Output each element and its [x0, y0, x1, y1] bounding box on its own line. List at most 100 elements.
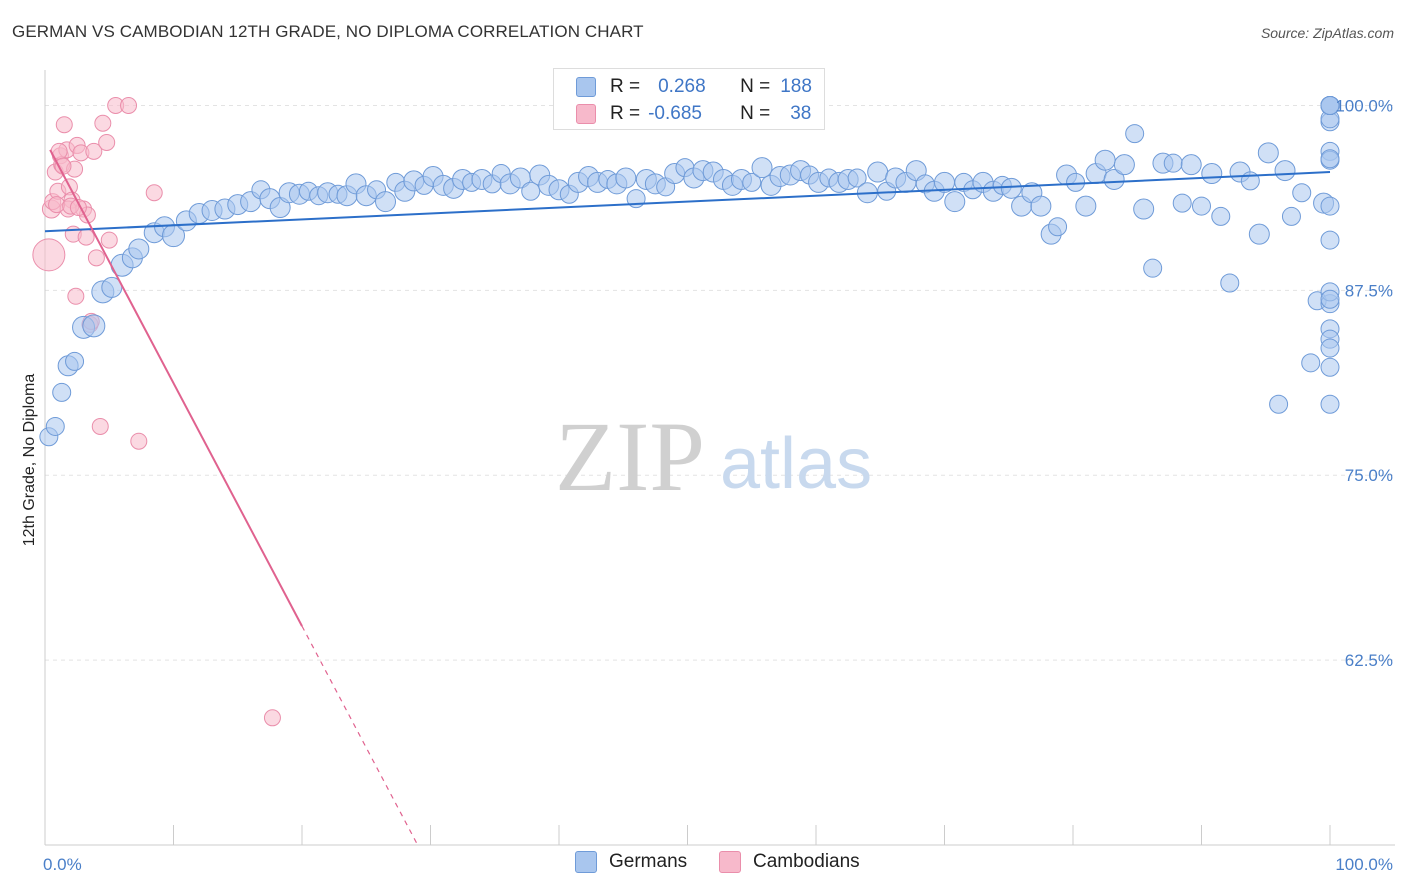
german-point — [1320, 289, 1340, 309]
german-point — [1133, 198, 1155, 220]
series-legend: Germans Cambodians — [0, 851, 1406, 877]
cambodian-point — [87, 249, 105, 267]
german-point — [1094, 149, 1116, 171]
german-point — [1066, 172, 1086, 192]
legend-item-germans: Germans — [575, 851, 687, 873]
cambodians-trend-extension — [301, 625, 419, 846]
source-note: Source: ZipAtlas.com — [1260, 25, 1394, 41]
cambodian-point — [85, 142, 103, 160]
tick-labels: 100.0% 87.5% 75.0% 62.5% 0.0% 100.0% — [43, 96, 1393, 874]
german-point — [52, 382, 72, 402]
german-point — [1048, 217, 1068, 237]
german-point — [847, 168, 867, 188]
german-point — [1113, 154, 1135, 176]
chart-title: GERMAN VS CAMBODIAN 12TH GRADE, NO DIPLO… — [12, 22, 644, 41]
cambodians-swatch — [576, 104, 596, 124]
cambodians-legend-label: Cambodians — [753, 851, 860, 872]
german-point — [82, 314, 106, 338]
legend-r-label: R = — [610, 76, 641, 97]
cambodian-point — [120, 96, 138, 114]
legend-row-cambodians: R = -0.685 N = 38 — [576, 101, 811, 127]
x-tick-label: 0.0% — [43, 855, 82, 874]
cambodians-trend-line — [49, 149, 303, 627]
german-point — [1163, 153, 1183, 173]
german-point — [1201, 163, 1223, 185]
watermark-atlas: atlas — [720, 424, 872, 504]
cambodian-point — [77, 228, 95, 246]
german-point — [65, 351, 85, 371]
cambodian-point — [91, 417, 109, 435]
german-point — [1030, 195, 1052, 217]
cambodian-point — [94, 114, 112, 132]
german-point — [1320, 394, 1340, 414]
german-point — [1274, 160, 1296, 182]
german-point — [1248, 223, 1270, 245]
cambodians-points — [32, 96, 281, 727]
german-point — [521, 181, 541, 201]
german-point — [1320, 230, 1340, 250]
germans-trend-line — [44, 171, 1331, 233]
cambodian-point — [32, 238, 66, 272]
german-point — [375, 191, 397, 213]
german-point — [1220, 273, 1240, 293]
cambodian-point — [130, 432, 148, 450]
german-point — [615, 167, 637, 189]
germans-legend-label: Germans — [609, 851, 688, 872]
cambodians-n-value: 38 — [790, 103, 812, 124]
german-point — [944, 191, 966, 213]
german-point — [1320, 149, 1340, 169]
german-point — [1125, 124, 1145, 144]
german-point — [1301, 353, 1321, 373]
stats-legend: R = 0.268 N = 188 R = -0.685 N = 38 — [553, 68, 825, 130]
legend-r-label: R = — [610, 103, 641, 124]
cambodians-legend-swatch — [719, 851, 741, 873]
german-point — [1320, 196, 1340, 216]
y-tick-label: 75.0% — [1345, 466, 1393, 485]
german-point — [742, 172, 762, 192]
german-point — [1320, 338, 1340, 358]
german-point — [1103, 168, 1125, 190]
watermark-zip: ZIP — [555, 401, 705, 512]
german-point — [1292, 183, 1312, 203]
trend-lines — [44, 149, 1331, 846]
cambodians-r-value: -0.685 — [648, 103, 702, 124]
y-tick-label: 62.5% — [1345, 651, 1393, 670]
cambodian-point — [98, 133, 116, 151]
legend-n-label: N = — [740, 76, 771, 97]
german-point — [1269, 394, 1289, 414]
german-point — [1192, 196, 1211, 216]
cambodian-point — [48, 196, 66, 214]
germans-swatch — [576, 77, 596, 97]
y-tick-label: 87.5% — [1345, 281, 1393, 300]
german-point — [1320, 95, 1340, 115]
german-point — [45, 416, 65, 436]
german-point — [1257, 142, 1279, 164]
cambodian-point — [100, 231, 118, 249]
germans-r-value: 0.268 — [658, 76, 706, 97]
german-point — [1143, 258, 1163, 278]
german-point — [1211, 206, 1231, 226]
germans-n-value: 188 — [780, 76, 812, 97]
x-tick-label: 100.0% — [1335, 855, 1393, 874]
cambodian-point — [263, 709, 281, 727]
german-point — [1000, 177, 1022, 199]
german-point — [1281, 206, 1301, 226]
german-point — [128, 238, 150, 260]
german-point — [1180, 154, 1202, 176]
cambodian-point — [67, 287, 85, 305]
watermark: ZIP atlas — [555, 401, 872, 512]
cambodian-point — [54, 157, 72, 175]
legend-n-label: N = — [740, 103, 771, 124]
legend-row-germans: R = 0.268 N = 188 — [576, 74, 812, 100]
legend-item-cambodians: Cambodians — [719, 851, 860, 873]
germans-legend-swatch — [575, 851, 597, 873]
cambodian-point — [145, 184, 163, 202]
german-point — [1320, 357, 1340, 377]
y-tick-label: 100.0% — [1335, 96, 1393, 115]
german-point — [1172, 193, 1192, 213]
cambodian-point — [55, 116, 73, 134]
german-point — [751, 157, 773, 179]
germans-points — [39, 95, 1340, 447]
german-point — [867, 161, 889, 183]
